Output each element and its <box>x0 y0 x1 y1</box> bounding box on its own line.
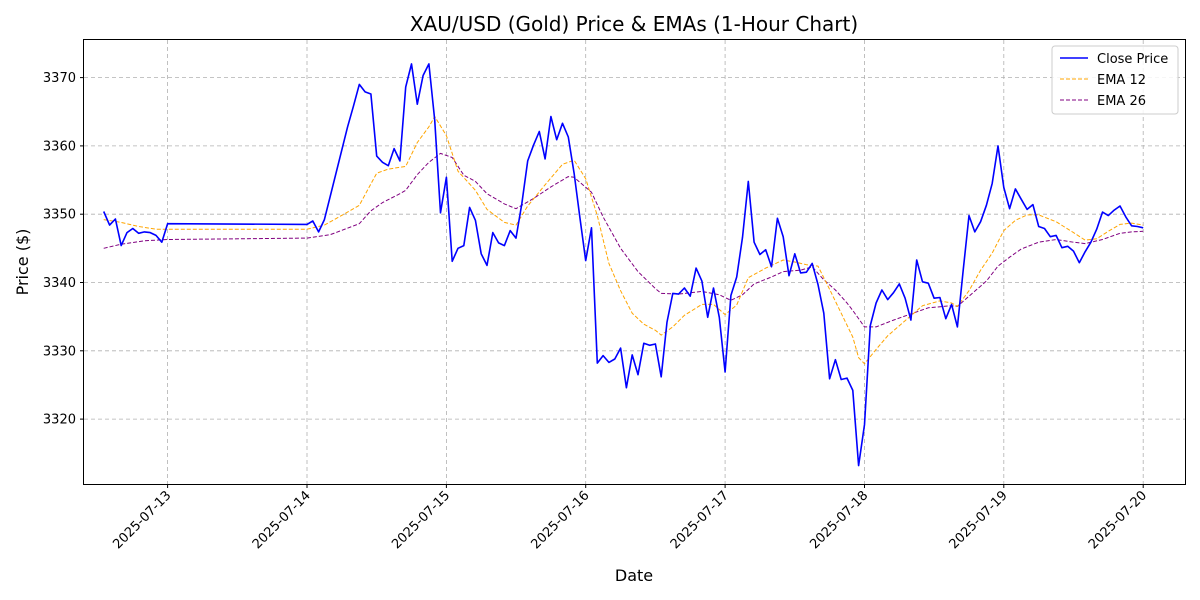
y-tick-label: 3340 <box>43 276 76 291</box>
x-axis-label: Date <box>615 566 653 585</box>
chart-title: XAU/USD (Gold) Price & EMAs (1-Hour Char… <box>410 12 858 36</box>
legend-label-ema-12: EMA 12 <box>1097 73 1146 88</box>
y-tick-label: 3350 <box>43 208 76 223</box>
y-tick-label: 3370 <box>43 71 76 86</box>
y-axis-label: Price ($) <box>13 229 32 296</box>
legend: Close Price EMA 12 EMA 26 <box>1051 45 1179 115</box>
series-line-close-price <box>102 63 1144 467</box>
grid <box>84 40 1185 484</box>
y-tick-label: 3330 <box>43 344 76 359</box>
legend-label-close-price: Close Price <box>1097 52 1168 67</box>
legend-box <box>1051 45 1179 115</box>
series-lines <box>102 63 1144 467</box>
series-line-ema-12 <box>103 116 1144 365</box>
y-tick-label: 3360 <box>43 139 76 154</box>
y-tick-label: 3320 <box>43 413 76 428</box>
y-axis-ticks: 3320 3330 3340 3350 3360 3370 <box>43 71 84 428</box>
plot-frame <box>83 39 1186 485</box>
series-line-ema-26 <box>103 152 1144 328</box>
legend-label-ema-26: EMA 26 <box>1097 94 1146 109</box>
